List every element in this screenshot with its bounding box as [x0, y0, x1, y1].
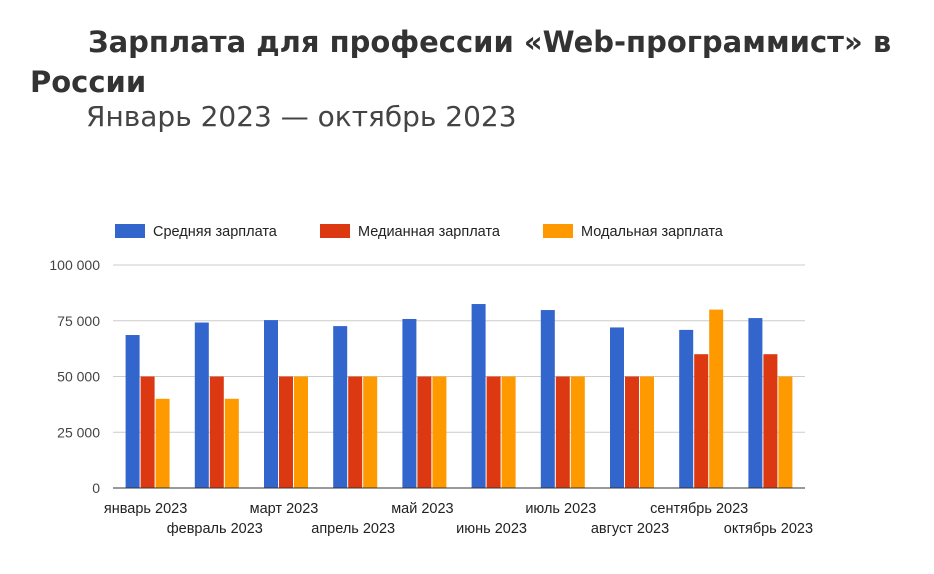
y-tick-label: 50 000	[57, 369, 100, 385]
bar-0-9[interactable]	[748, 318, 763, 488]
bar-2-4[interactable]	[432, 376, 447, 489]
chart-subtitle: Январь 2023 — октябрь 2023	[86, 100, 517, 133]
x-tick-label: февраль 2023	[167, 521, 263, 537]
bar-1-3[interactable]	[348, 376, 363, 489]
bar-0-2[interactable]	[264, 320, 278, 488]
bar-2-3[interactable]	[363, 376, 378, 489]
y-tick-label: 75 000	[57, 313, 100, 329]
bar-0-1[interactable]	[194, 322, 209, 488]
x-tick-label: октябрь 2023	[724, 521, 813, 537]
legend-label[interactable]: Средняя зарплата	[153, 224, 278, 240]
bar-0-8[interactable]	[679, 329, 694, 488]
bar-1-8[interactable]	[694, 354, 709, 488]
y-tick-label: 100 000	[49, 257, 100, 273]
x-tick-label: январь 2023	[104, 501, 187, 517]
bar-2-7[interactable]	[640, 376, 654, 489]
legend-swatch	[320, 224, 350, 238]
bar-0-3[interactable]	[333, 326, 348, 488]
bar-0-7[interactable]	[610, 327, 624, 488]
bar-2-5[interactable]	[501, 376, 516, 489]
chart-title: Зарплата для профессии «Web-программист»…	[30, 25, 892, 99]
y-tick-label: 25 000	[57, 424, 100, 440]
bar-1-6[interactable]	[555, 376, 570, 489]
bar-2-6[interactable]	[570, 376, 585, 489]
bar-2-9[interactable]	[778, 376, 793, 489]
legend-label[interactable]: Медианная зарплата	[358, 224, 501, 240]
x-tick-label: апрель 2023	[311, 521, 395, 537]
x-tick-label: март 2023	[250, 501, 319, 517]
bar-1-0[interactable]	[140, 376, 155, 489]
bar-1-4[interactable]	[417, 376, 432, 489]
legend-swatch	[115, 224, 145, 238]
legend-label[interactable]: Модальная зарплата	[581, 224, 724, 240]
x-tick-label: сентябрь 2023	[650, 501, 748, 517]
bar-1-5[interactable]	[486, 376, 501, 489]
legend-swatch	[543, 224, 573, 238]
x-tick-label: июль 2023	[525, 501, 596, 517]
bar-1-7[interactable]	[625, 376, 639, 489]
bar-0-5[interactable]	[471, 304, 486, 488]
bar-2-2[interactable]	[294, 376, 308, 489]
bar-0-4[interactable]	[402, 318, 417, 488]
x-tick-label: июнь 2023	[456, 521, 527, 537]
bar-1-9[interactable]	[763, 354, 778, 488]
y-tick-label: 0	[92, 480, 100, 496]
bar-2-0[interactable]	[155, 398, 170, 488]
bar-0-0[interactable]	[125, 335, 140, 488]
bar-0-6[interactable]	[540, 310, 555, 488]
bar-2-8[interactable]	[709, 309, 724, 488]
bar-1-2[interactable]	[279, 376, 293, 489]
x-tick-label: август 2023	[591, 521, 669, 537]
x-tick-label: май 2023	[391, 501, 453, 517]
bar-1-1[interactable]	[209, 376, 224, 489]
bar-2-1[interactable]	[224, 398, 239, 488]
